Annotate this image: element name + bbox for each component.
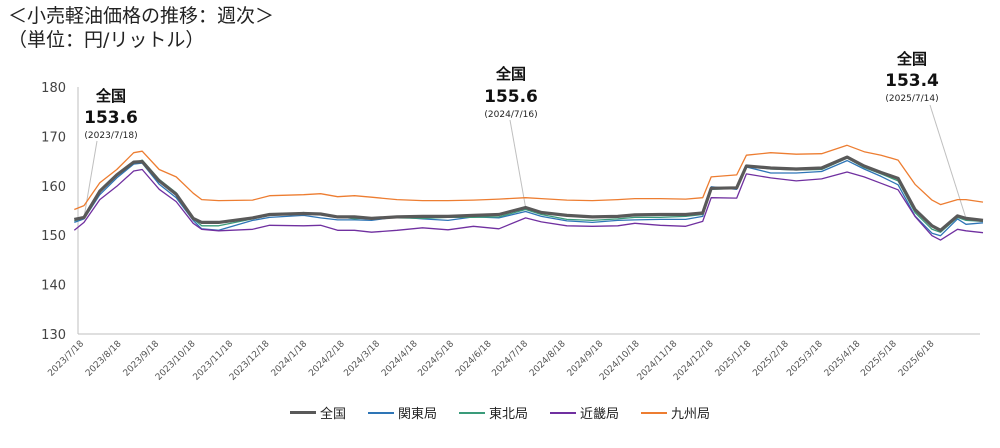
chart-title: ＜小売軽油価格の推移：週次＞ bbox=[8, 5, 275, 27]
x-tick-label: 2024/1/18 bbox=[270, 339, 310, 379]
series-line-0 bbox=[73, 155, 984, 232]
y-tick-label: 130 bbox=[41, 328, 66, 343]
legend-swatch bbox=[367, 411, 394, 414]
x-tick-label: 2024/3/18 bbox=[342, 339, 382, 379]
chart-subtitle-unit: （単位：円/リットル） bbox=[8, 29, 205, 51]
x-tick-label: 2023/9/18 bbox=[122, 339, 162, 379]
chart-legend: 全国 関東局 東北局 近畿局 九州局 bbox=[0, 403, 1000, 422]
y-tick-label: 180 bbox=[41, 81, 66, 96]
legend-swatch bbox=[289, 411, 316, 414]
annotation-heading: 全国 bbox=[95, 87, 126, 105]
x-tick-label: 2024/9/18 bbox=[566, 339, 606, 379]
y-tick-label: 160 bbox=[41, 180, 66, 195]
x-tick-label: 2023/7/18 bbox=[46, 339, 86, 379]
series-line-4 bbox=[74, 144, 984, 211]
x-tick-label: 2024/5/18 bbox=[416, 339, 456, 379]
legend-swatch bbox=[550, 411, 576, 414]
legend-label: 東北局 bbox=[488, 407, 528, 422]
annotation-leader-line bbox=[509, 119, 527, 208]
legend-item: 東北局 bbox=[458, 403, 528, 422]
x-tick-label: 2024/6/18 bbox=[454, 339, 494, 379]
y-tick-label: 170 bbox=[41, 130, 66, 145]
annotation-date: (2025/7/14) bbox=[885, 94, 938, 104]
legend-swatch bbox=[641, 411, 668, 414]
annotation-date: (2023/7/18) bbox=[84, 131, 137, 141]
x-tick-label: 2025/6/18 bbox=[897, 339, 937, 379]
series-line-3 bbox=[73, 168, 984, 241]
x-tick-label: 2025/3/18 bbox=[785, 339, 825, 379]
x-tick-label: 2025/5/18 bbox=[859, 339, 899, 379]
legend-item: 関東局 bbox=[367, 403, 437, 422]
annotation-heading: 全国 bbox=[896, 50, 927, 68]
x-tick-label: 2024/4/18 bbox=[380, 339, 420, 379]
legend-item: 九州局 bbox=[641, 403, 710, 422]
y-tick-label: 140 bbox=[41, 279, 66, 294]
x-tick-label: 2025/1/18 bbox=[714, 339, 754, 379]
annotation-value: 153.4 bbox=[885, 71, 939, 91]
x-tick-label: 2024/2/18 bbox=[307, 339, 347, 379]
x-tick-label: 2024/7/18 bbox=[490, 339, 530, 379]
legend-item: 全国 bbox=[289, 403, 346, 422]
legend-label: 近畿局 bbox=[580, 407, 620, 422]
x-tick-label: 2024/8/18 bbox=[528, 339, 568, 379]
x-tick-label: 2023/8/18 bbox=[84, 339, 124, 379]
x-tick-label: 2025/4/18 bbox=[823, 339, 863, 379]
y-tick-label: 150 bbox=[41, 229, 66, 244]
annotation-leader-line bbox=[83, 140, 98, 218]
legend-label: 関東局 bbox=[397, 407, 437, 422]
legend-label: 全国 bbox=[319, 407, 346, 422]
legend-item: 近畿局 bbox=[550, 403, 619, 422]
annotation-value: 153.6 bbox=[84, 108, 138, 128]
legend-label: 九州局 bbox=[671, 407, 711, 422]
annotation-heading: 全国 bbox=[495, 65, 526, 83]
legend-swatch bbox=[458, 411, 485, 414]
annotation-value: 155.6 bbox=[484, 87, 538, 107]
annotation-date: (2024/7/16) bbox=[484, 110, 537, 120]
